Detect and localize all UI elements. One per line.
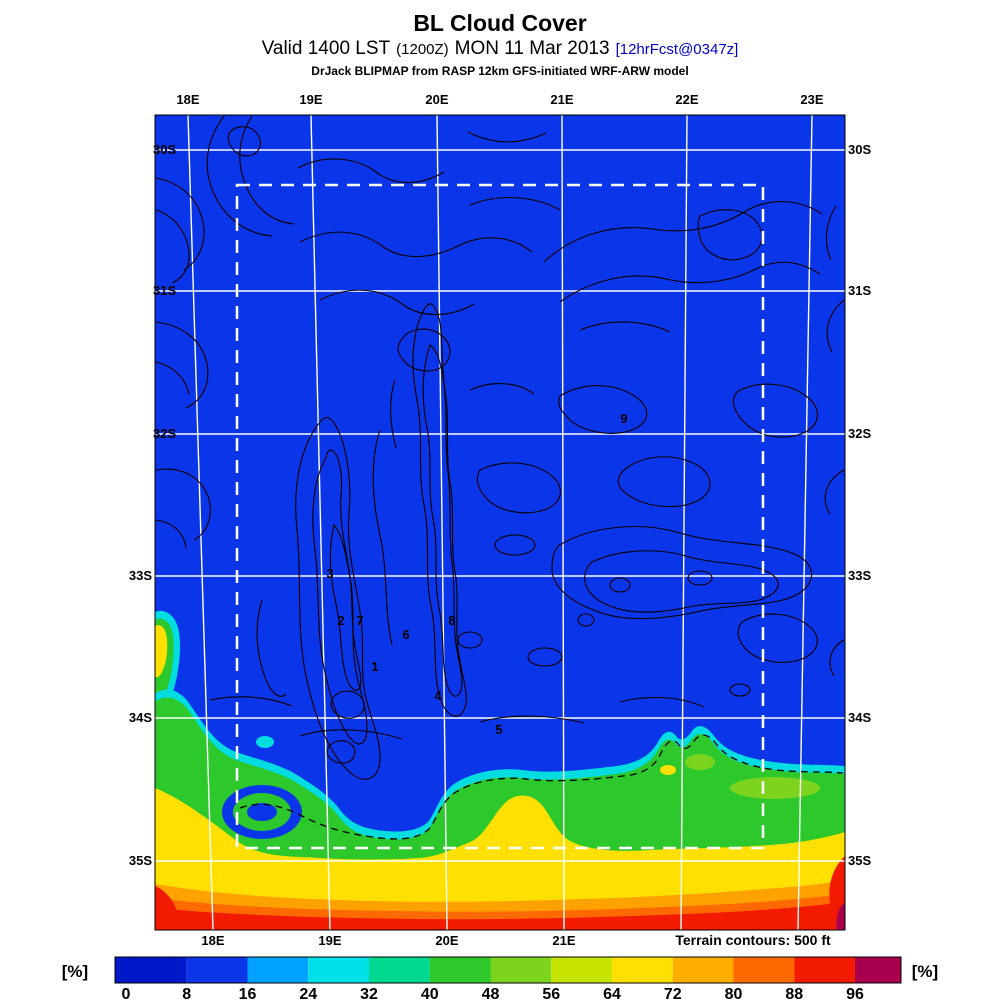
valid-line: Valid 1400 LST (1200Z) MON 11 Mar 2013 [12h… <box>0 36 1000 63</box>
colorbar-segment <box>612 957 673 983</box>
map-border <box>154 114 846 931</box>
colorbar-segment <box>672 957 734 983</box>
colorbar-segment <box>126 957 187 983</box>
right-lat-32s: 32S <box>848 426 871 441</box>
colorbar-tick-96: 96 <box>846 986 864 1000</box>
left-lat-34s: 34S <box>129 710 152 725</box>
colorbar-segment-over-range <box>855 957 901 983</box>
colorbar-unit-left: [%] <box>62 962 88 981</box>
colorbar-frame <box>114 956 902 984</box>
bottom-lon-21e: 21E <box>552 933 575 948</box>
coastline-contour-dashed <box>239 734 844 840</box>
left-lat-32s: 32S <box>153 426 176 441</box>
colorbar-tick-24: 24 <box>299 986 317 1000</box>
site-marker-8: 8 <box>448 613 455 628</box>
colorbar-segment <box>490 957 552 983</box>
colorbar-tick-80: 80 <box>725 986 743 1000</box>
colorbar-segment <box>369 957 430 983</box>
top-lon-18e: 18E <box>176 92 199 107</box>
right-lat-34s: 34S <box>848 710 871 725</box>
left-lat-33s: 33S <box>129 568 152 583</box>
map: 1 2 3 4 5 6 7 8 9 <box>154 114 846 931</box>
left-lat-31s: 31S <box>153 283 176 298</box>
model-domain-boundary <box>235 183 765 850</box>
right-lat-35s: 35S <box>848 853 871 868</box>
site-marker-3: 3 <box>326 566 333 581</box>
top-lon-20e: 20E <box>425 92 448 107</box>
colorbar-tick-16: 16 <box>239 986 257 1000</box>
valid-prefix: Valid 1400 LST <box>261 38 391 59</box>
colorbar-segment <box>794 957 855 983</box>
left-lat-30s: 30S <box>153 142 176 157</box>
colorbar-tick-0: 0 <box>122 986 131 1000</box>
site-marker-2: 2 <box>337 613 344 628</box>
site-marker-9: 9 <box>620 411 627 426</box>
colorbar-segment <box>733 957 795 983</box>
colorbar-segment <box>429 957 491 983</box>
right-lat-31s: 31S <box>848 283 871 298</box>
valid-date: MON 11 Mar 2013 <box>454 38 610 59</box>
header: BL Cloud Cover Valid 1400 LST (1200Z) MON … <box>0 10 1000 79</box>
terrain-contours <box>155 115 845 780</box>
colorbar-segment <box>115 957 126 983</box>
left-lat-35s: 35S <box>129 853 152 868</box>
valid-zulu: (1200Z) <box>396 41 449 58</box>
bottom-lon-19e: 19E <box>318 933 341 948</box>
colorbar-segment <box>247 957 309 983</box>
colorbar-tick-56: 56 <box>542 986 560 1000</box>
chart-title: BL Cloud Cover <box>413 10 587 36</box>
colorbar-tick-72: 72 <box>664 986 682 1000</box>
site-markers: 1 2 3 4 5 6 7 8 9 <box>326 411 627 737</box>
bottom-lon-18e: 18E <box>201 933 224 948</box>
colorbar-tick-8: 8 <box>182 986 191 1000</box>
site-marker-6: 6 <box>402 627 409 642</box>
top-lon-19e: 19E <box>299 92 322 107</box>
top-lon-21e: 21E <box>550 92 573 107</box>
site-marker-1: 1 <box>371 659 378 674</box>
right-lat-33s: 33S <box>848 568 871 583</box>
site-marker-7: 7 <box>356 613 363 628</box>
top-lon-22e: 22E <box>675 92 698 107</box>
top-lon-23e: 23E <box>800 92 823 107</box>
right-lat-30s: 30S <box>848 142 871 157</box>
colorbar-tick-64: 64 <box>603 986 621 1000</box>
colorbar-segment <box>551 957 612 983</box>
axis-labels: 18E 19E 20E 21E 22E 23E 18E 19E 20E 21E … <box>129 92 872 948</box>
colorbar-segment <box>186 957 248 983</box>
model-line: DrJack BLIPMAP from RASP 12km GFS-initia… <box>311 64 689 78</box>
colorbar-unit-right: [%] <box>912 962 938 981</box>
forecast-tag: [12hrFcst@0347z] <box>615 41 739 58</box>
bottom-lon-20e: 20E <box>435 933 458 948</box>
colorbar-segment <box>308 957 369 983</box>
colorbar: 0 8 16 24 32 40 48 56 64 72 80 88 96 [%]… <box>62 956 938 1000</box>
colorbar-tick-32: 32 <box>360 986 378 1000</box>
colorbar-tick-40: 40 <box>421 986 439 1000</box>
terrain-note: Terrain contours: 500 ft <box>675 932 831 948</box>
site-marker-4: 4 <box>434 688 442 703</box>
colorbar-tick-88: 88 <box>785 986 803 1000</box>
cloud-cover-shading <box>155 610 845 930</box>
colorbar-tick-48: 48 <box>482 986 500 1000</box>
latlon-grid <box>155 114 845 931</box>
site-marker-5: 5 <box>495 722 502 737</box>
